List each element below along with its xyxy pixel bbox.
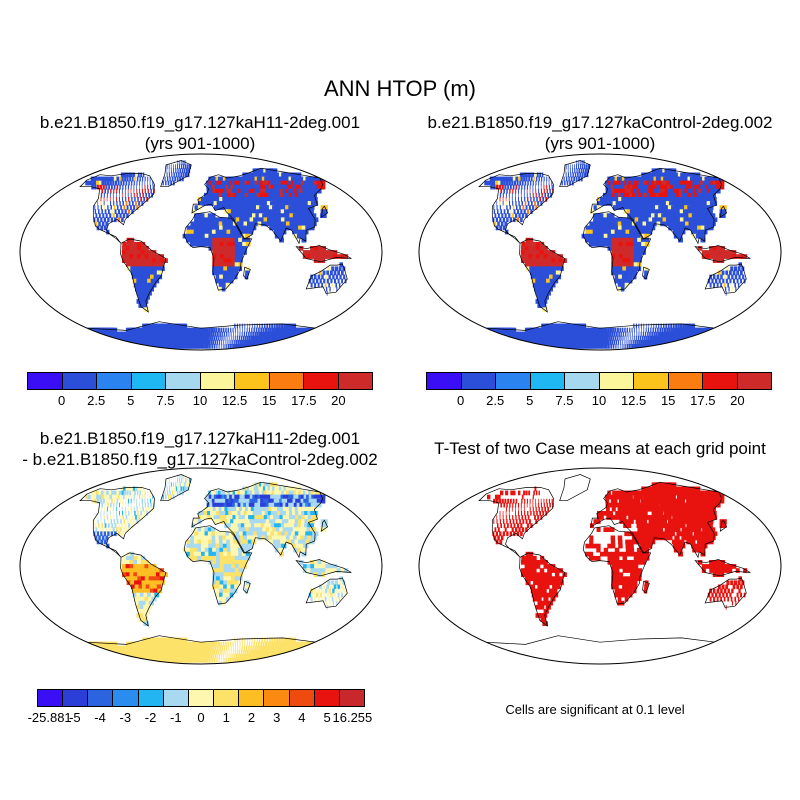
panel-title-top-right: b.e21.B1850.f19_g17.127kaControl-2deg.00…: [400, 112, 800, 154]
colorbar-swatch: [264, 690, 290, 706]
colorbar-tick-label: 10: [192, 393, 208, 408]
panel-title-line2: (yrs 901-1000): [144, 134, 256, 153]
colorbar-swatch: [163, 690, 189, 706]
colorbar-swatch: [668, 373, 703, 389]
colorbar-abs-control: [426, 372, 772, 390]
colorbar-swatch: [314, 690, 340, 706]
colorbar-swatch: [235, 373, 270, 389]
grid-cells: [84, 160, 349, 349]
colorbar-swatch: [703, 373, 738, 389]
colorbar-tick-label: 7.5: [555, 393, 574, 408]
colorbar-tick-label: 2: [247, 710, 256, 725]
coastlines: [478, 474, 751, 664]
colorbar-tick-label: 17.5: [690, 393, 716, 408]
colorbar-tick-label: 7.5: [156, 393, 175, 408]
panel-title-line1: T-Test of two Case means at each grid po…: [434, 439, 766, 458]
colorbar-tick-label: 5: [323, 710, 331, 725]
map-htop-h11: [19, 153, 383, 351]
colorbar-swatch: [634, 373, 669, 389]
colorbar-tick-label: 12.5: [221, 393, 248, 408]
map-border: [418, 153, 782, 351]
colorbar-difference: [37, 689, 365, 707]
panel-title-line2: (yrs 901-1000): [544, 134, 656, 153]
panel-title-line1: b.e21.B1850.f19_g17.127kaControl-2deg.00…: [427, 113, 773, 132]
colorbar-tick-label: 2.5: [87, 393, 106, 408]
significance-note: Cells are significant at 0.1 level: [505, 702, 685, 717]
colorbar-swatch: [565, 373, 600, 389]
panel-title-line1: b.e21.B1850.f19_g17.127kaH11-2deg.001: [39, 113, 361, 132]
colorbar-swatch: [214, 690, 240, 706]
colorbar-swatch: [88, 690, 114, 706]
colorbar-swatch: [338, 373, 372, 389]
colorbar-swatch: [269, 373, 304, 389]
colorbar-tick-label: 0: [57, 393, 66, 408]
colorbar-swatch: [131, 373, 166, 389]
colorbar-swatch: [200, 373, 235, 389]
colorbar-tick-label: 4: [298, 710, 306, 725]
colorbar-tick-label: 5: [127, 393, 135, 408]
colorbar-tick-label: 0: [456, 393, 465, 408]
colorbar-swatch: [427, 373, 462, 389]
colorbar-swatch: [63, 690, 89, 706]
colorbar-swatch: [239, 690, 265, 706]
map-htop-difference: [19, 467, 383, 665]
map-htop-control: [418, 153, 782, 351]
colorbar-tick-label: -2: [144, 710, 157, 725]
colorbar-swatch: [737, 373, 771, 389]
panel-title-bottom-left: b.e21.B1850.f19_g17.127kaH11-2deg.001 - …: [0, 428, 400, 470]
colorbar-tick-label: 15: [660, 393, 676, 408]
colorbar-tick-label: 16.255: [332, 710, 373, 725]
grid-cells: [483, 160, 748, 349]
colorbar-tick-label: 3: [273, 710, 281, 725]
colorbar-swatch: [28, 373, 63, 389]
colorbar-swatch: [461, 373, 496, 389]
coastlines: [478, 160, 751, 350]
grid-cells: [487, 482, 748, 626]
colorbar-swatch: [339, 690, 365, 706]
colorbar-swatch: [304, 373, 339, 389]
colorbar-tick-label: 0: [197, 710, 205, 725]
colorbar-swatch: [599, 373, 634, 389]
colorbar-swatch: [113, 690, 139, 706]
coastlines: [79, 474, 352, 664]
colorbar-swatch: [496, 373, 531, 389]
colorbar-abs-h11: [27, 372, 373, 390]
main-title: ANN HTOP (m): [324, 76, 476, 101]
colorbar-tick-label: 17.5: [291, 393, 317, 408]
colorbar-swatch: [188, 690, 215, 706]
colorbar-tick-label: -3: [119, 710, 132, 725]
coastlines: [79, 160, 352, 350]
colorbar-swatch: [166, 373, 201, 389]
panel-title-bottom-right: T-Test of two Case means at each grid po…: [400, 438, 800, 459]
panel-title-line1: b.e21.B1850.f19_g17.127kaH11-2deg.001: [39, 429, 361, 448]
grid-cells: [84, 474, 349, 663]
map-border: [19, 153, 383, 351]
colorbar-swatch: [530, 373, 565, 389]
map-border: [19, 467, 383, 665]
map-border: [418, 467, 782, 665]
colorbar-tick-label: 15: [261, 393, 277, 408]
colorbar-swatch: [62, 373, 97, 389]
colorbar-swatch: [289, 690, 315, 706]
colorbar-tick-label: -4: [94, 710, 106, 725]
colorbar-tick-label: 1: [222, 710, 230, 725]
colorbar-swatch: [97, 373, 132, 389]
colorbar-swatch: [138, 690, 164, 706]
colorbar-tick-label: 20: [730, 393, 745, 408]
colorbar-tick-label: 10: [591, 393, 607, 408]
colorbar-tick-label: -25.881: [27, 710, 72, 725]
panel-title-top-left: b.e21.B1850.f19_g17.127kaH11-2deg.001 (y…: [0, 112, 400, 154]
colorbar-tick-label: -1: [169, 710, 182, 725]
colorbar-tick-label: 20: [331, 393, 346, 408]
colorbar-tick-label: 2.5: [486, 393, 505, 408]
colorbar-tick-label: -5: [69, 710, 81, 725]
colorbar-tick-label: 12.5: [620, 393, 647, 408]
colorbar-swatch: [38, 690, 64, 706]
colorbar-tick-label: 5: [526, 393, 534, 408]
map-ttest-significance: [418, 467, 782, 665]
panel-title-line2: - b.e21.B1850.f19_g17.127kaControl-2deg.…: [22, 450, 378, 469]
